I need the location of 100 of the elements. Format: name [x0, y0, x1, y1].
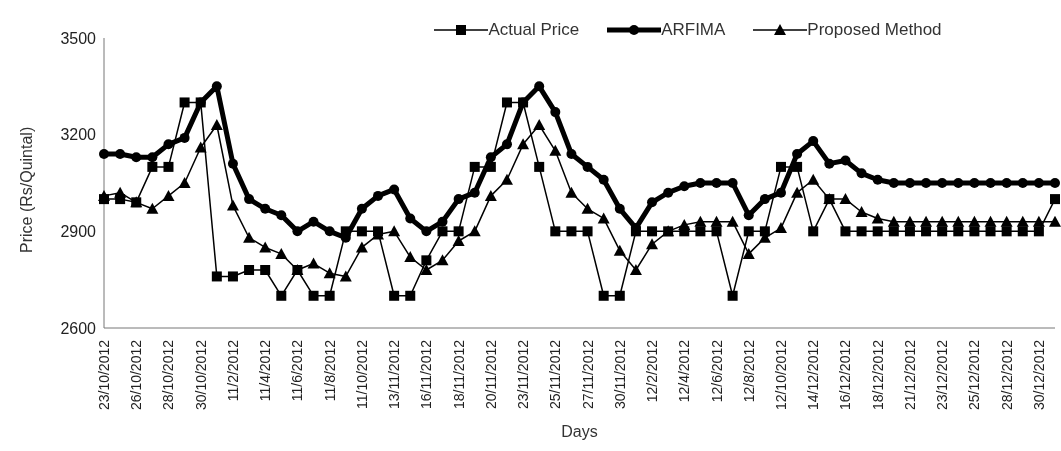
point	[373, 190, 384, 201]
point	[389, 290, 400, 301]
point	[953, 178, 964, 188]
point	[339, 270, 352, 282]
point	[759, 194, 770, 205]
point	[388, 225, 401, 237]
point	[1000, 215, 1013, 227]
point	[743, 210, 754, 221]
x-tick-label: 25/12/2012	[966, 339, 983, 411]
y-tick-label: 2600	[60, 319, 97, 337]
point	[855, 206, 868, 217]
point	[647, 197, 658, 208]
point	[743, 226, 754, 237]
point	[840, 155, 851, 166]
x-tick-label: 30/11/2012	[611, 339, 628, 410]
x-tick-label: 16/11/2012	[418, 339, 435, 410]
point	[582, 161, 593, 172]
x-tick-label: 14/12/2012	[805, 339, 822, 411]
point	[727, 290, 738, 301]
point	[324, 290, 335, 301]
point	[937, 178, 948, 188]
point	[453, 194, 464, 205]
point	[534, 81, 545, 92]
point	[774, 222, 787, 234]
point	[872, 174, 883, 185]
point	[904, 178, 915, 188]
point	[405, 213, 416, 224]
point	[695, 178, 706, 188]
legend-label: ARFIMA	[661, 20, 726, 40]
point	[146, 202, 159, 214]
point	[324, 226, 335, 237]
point	[484, 189, 497, 201]
x-tick-label: 27/11/2012	[579, 339, 596, 410]
point	[647, 226, 658, 237]
point	[904, 226, 915, 237]
x-tick-label: 18/12/2012	[869, 339, 886, 411]
point	[937, 226, 948, 237]
point	[808, 226, 819, 237]
point	[824, 158, 835, 169]
point	[162, 189, 175, 201]
point	[613, 244, 626, 256]
point	[840, 226, 851, 237]
x-tick-label: 11/2/2012	[224, 339, 241, 402]
x-tick-label: 30/12/2012	[1030, 339, 1047, 411]
point	[759, 226, 770, 237]
point	[694, 215, 707, 227]
point	[355, 241, 368, 253]
point	[453, 226, 464, 237]
x-tick-label: 25/11/2012	[547, 339, 564, 410]
point	[920, 215, 933, 227]
point	[115, 149, 126, 159]
point	[243, 231, 256, 243]
point	[742, 247, 755, 259]
point	[775, 187, 786, 198]
point	[500, 173, 513, 185]
point	[226, 199, 239, 211]
point	[452, 235, 465, 246]
point	[985, 178, 996, 188]
point	[903, 215, 916, 227]
point	[549, 144, 562, 156]
x-tick-label: 28/10/2012	[160, 339, 177, 411]
point	[389, 184, 400, 195]
point	[469, 187, 480, 198]
x-tick-label: 23/11/2012	[515, 339, 532, 410]
point	[227, 271, 238, 282]
point	[275, 247, 288, 259]
point	[597, 212, 610, 224]
point	[646, 238, 659, 250]
point	[1033, 226, 1044, 237]
point	[534, 161, 545, 172]
point	[566, 226, 577, 237]
point	[437, 226, 448, 237]
point	[179, 97, 190, 108]
point	[1001, 178, 1012, 188]
x-tick-label: 23/10/2012	[96, 339, 112, 411]
point	[888, 226, 899, 237]
point	[114, 186, 127, 198]
point	[969, 226, 980, 237]
point	[711, 226, 722, 237]
x-tick-label: 26/10/2012	[128, 339, 145, 411]
x-tick-label: 11/10/2012	[353, 339, 370, 410]
point	[1017, 178, 1028, 188]
x-tick-label: 12/8/2012	[740, 339, 757, 403]
point	[1050, 178, 1060, 188]
point	[501, 97, 512, 108]
point	[323, 267, 336, 279]
point	[727, 178, 738, 188]
x-tick-label: 11/4/2012	[257, 339, 274, 402]
point	[921, 226, 932, 237]
point	[260, 203, 271, 214]
point	[98, 189, 110, 201]
point	[244, 265, 255, 275]
point	[163, 161, 174, 172]
point	[565, 186, 578, 198]
point	[566, 149, 577, 159]
point	[469, 161, 480, 172]
point	[210, 119, 223, 130]
x-tick-label: 12/2/2012	[644, 339, 661, 403]
point	[308, 216, 319, 227]
x-tick-label: 11/6/2012	[289, 339, 306, 402]
